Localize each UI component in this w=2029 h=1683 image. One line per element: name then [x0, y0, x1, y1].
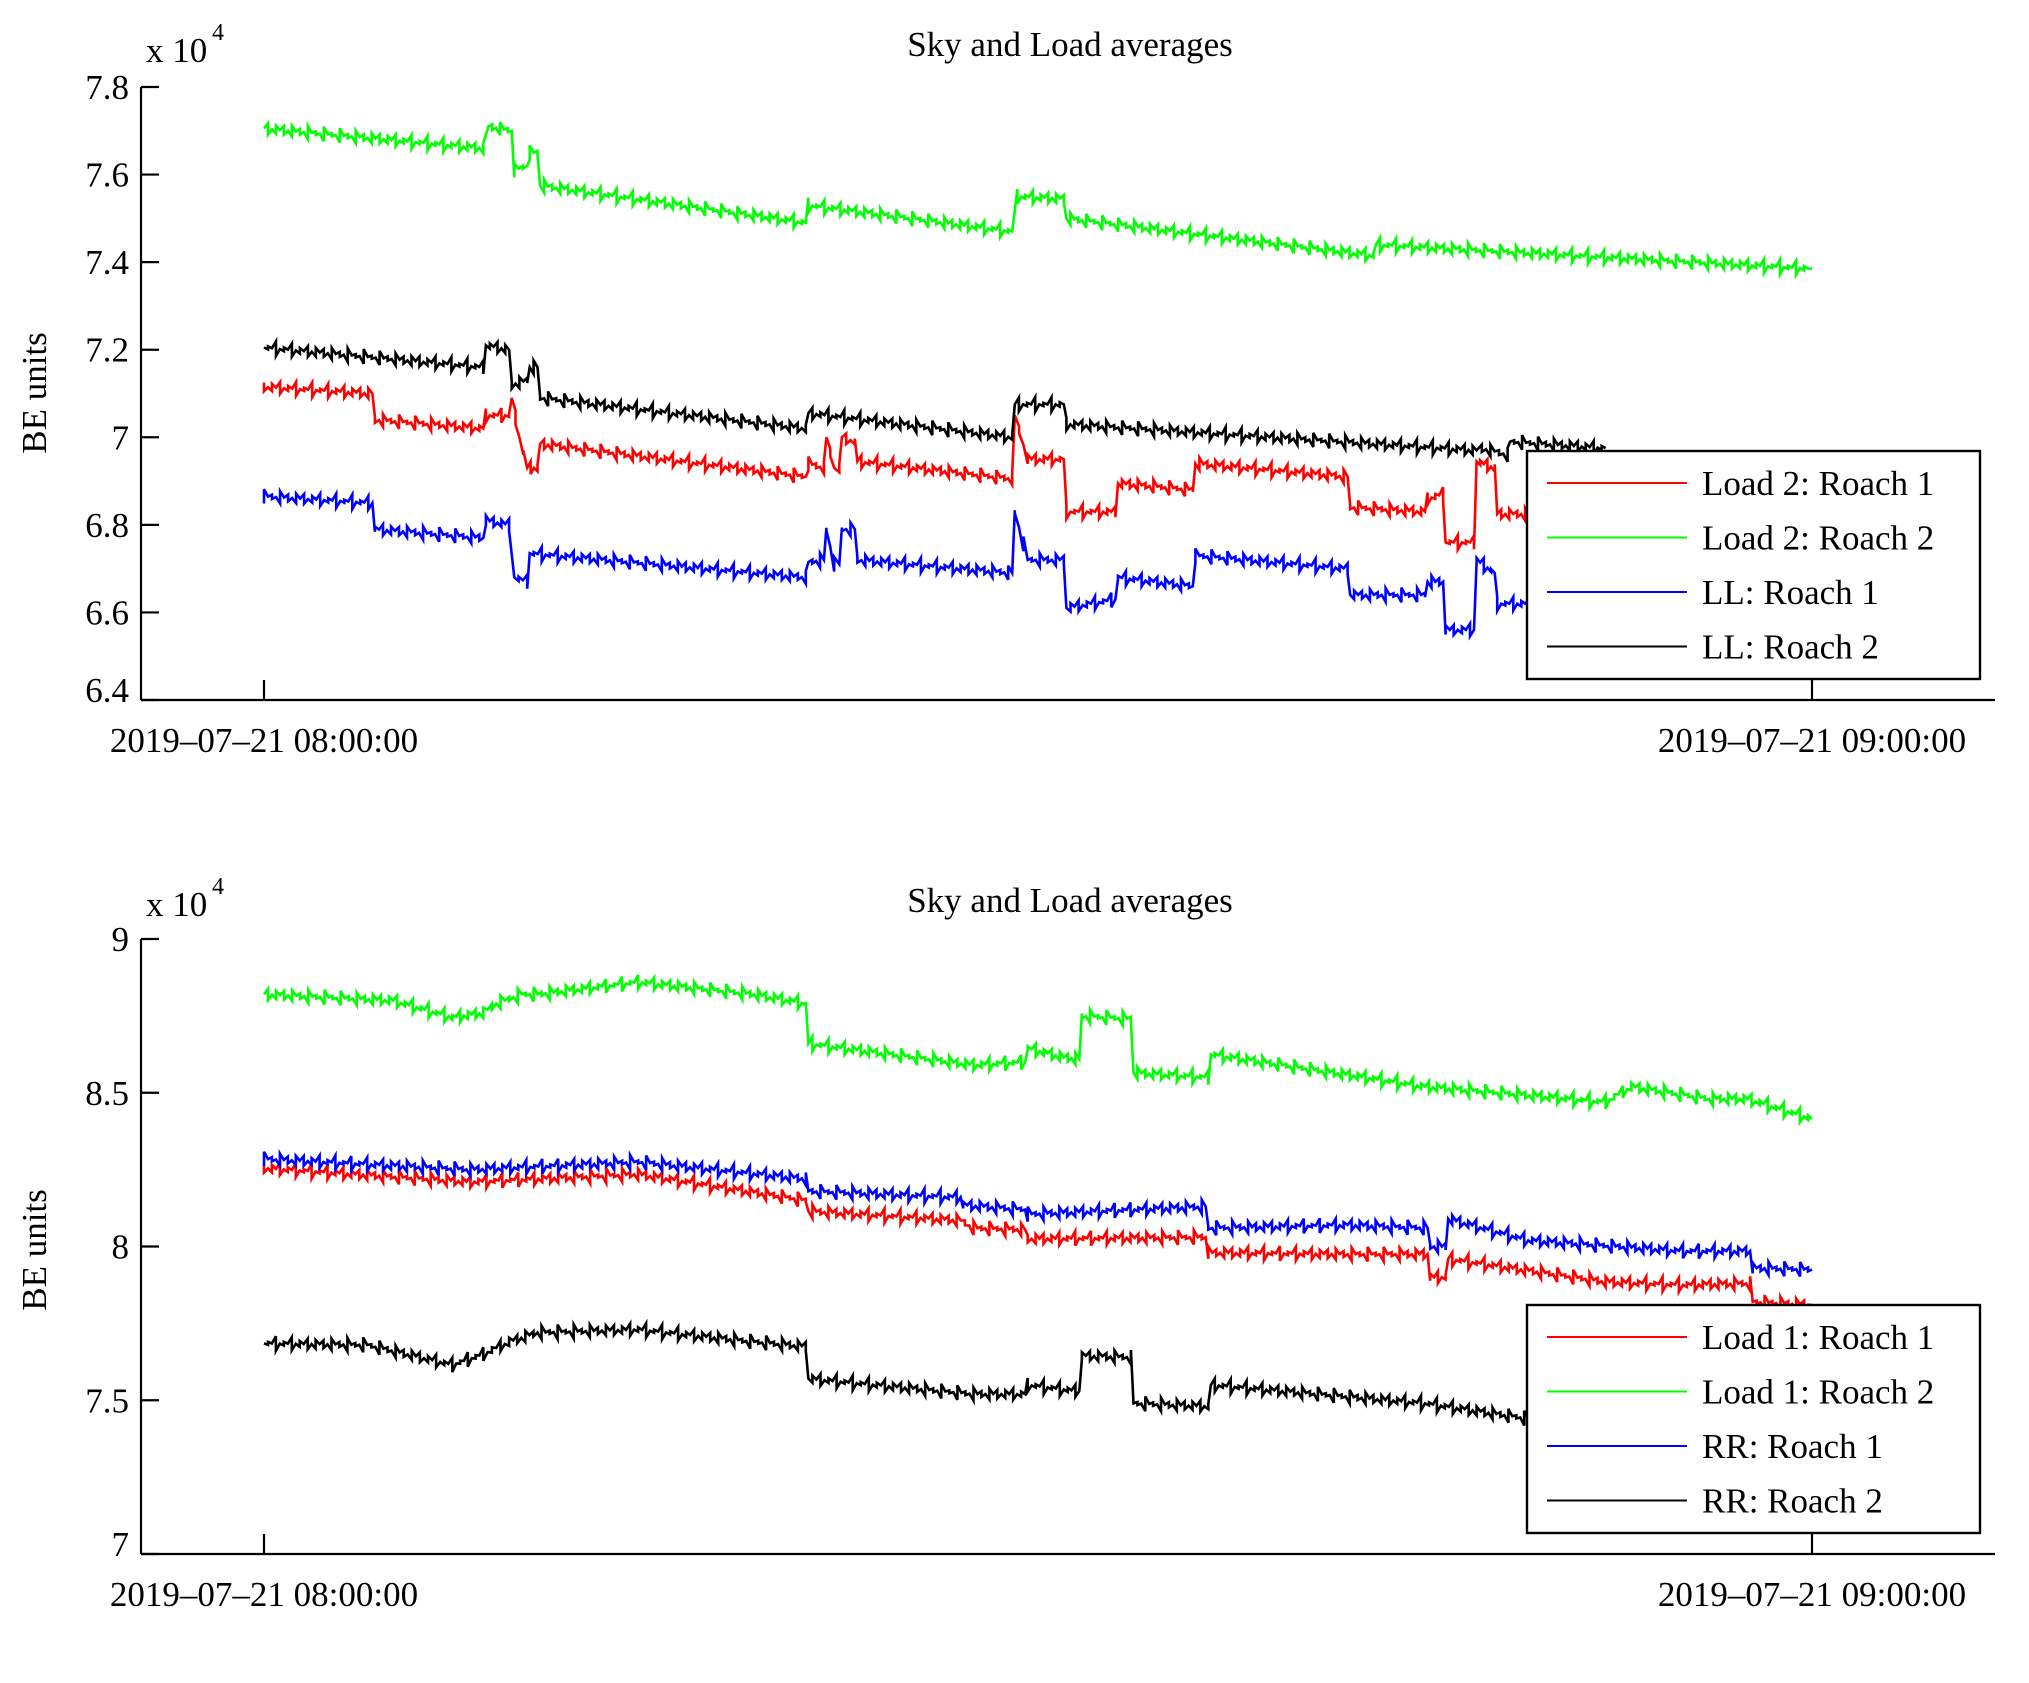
- top-plot-series-line-4: [263, 336, 1607, 463]
- bottom-plot-x-tick-label: 2019–07–21 09:00:00: [1658, 1575, 1966, 1614]
- bottom-plot-legend-label: Load 1: Roach 1: [1702, 1318, 1934, 1357]
- top-plot-y-tick-label: 7.4: [85, 243, 129, 282]
- top-plot-axes: [139, 87, 1995, 702]
- top-plot-legend: Load 2: Roach 1 Load 2: Roach 2 LL: Roach …: [1525, 449, 1982, 681]
- bottom-plot-y-tick-label: 8.5: [85, 1074, 129, 1113]
- top-plot-x-tick-label: 2019–07–21 08:00:00: [110, 721, 418, 760]
- bottom-plot: Sky and Load averages BE units x 10 4 77…: [15, 874, 1995, 1614]
- bottom-plot-series-line-4: [263, 1318, 1530, 1427]
- bottom-plot-legend: Load 1: Roach 1 Load 1: Roach 2 RR: Roach …: [1525, 1303, 1982, 1535]
- top-plot-legend-box: [1525, 449, 1982, 681]
- top-plot-ylabel: BE units: [15, 332, 54, 454]
- bottom-plot-series-line-2: [262, 973, 1813, 1127]
- bottom-plot-series: [262, 973, 1813, 1427]
- bottom-plot-x-tick-label: 2019–07–21 08:00:00: [110, 1575, 418, 1614]
- top-plot-legend-label: LL: Roach 2: [1702, 628, 1879, 667]
- bottom-plot-legend-item: RR: Roach 2: [1547, 1482, 1883, 1521]
- top-plot-legend-item: Load 2: Roach 2: [1547, 519, 1934, 558]
- top-plot-legend-label: LL: Roach 1: [1702, 573, 1879, 612]
- top-plot-y-tick-label: 6.6: [85, 593, 129, 632]
- top-plot-y-tick-label: 7: [112, 418, 130, 457]
- top-plot-y-tick-label: 7.6: [85, 156, 129, 195]
- top-plot-y-ticks: 6.4 6.6 6.8 7 7.2 7.4 7.6 7.8: [85, 68, 159, 710]
- top-plot-legend-item: Load 2: Roach 1: [1547, 464, 1934, 503]
- bottom-plot-y-multiplier-exponent: 4: [212, 874, 224, 900]
- bottom-plot-title: Sky and Load averages: [907, 881, 1233, 920]
- bottom-plot-legend-label: RR: Roach 1: [1702, 1427, 1883, 1466]
- bottom-plot-legend-item: RR: Roach 1: [1547, 1427, 1883, 1466]
- bottom-plot-y-tick-label: 9: [112, 920, 130, 959]
- bottom-plot-y-tick-label: 7: [112, 1525, 130, 1564]
- bottom-plot-legend-item: Load 1: Roach 1: [1547, 1318, 1934, 1357]
- top-plot-x-tick-label: 2019–07–21 09:00:00: [1658, 721, 1966, 760]
- bottom-plot-legend-label: RR: Roach 2: [1702, 1482, 1883, 1521]
- bottom-plot-y-ticks: 7 7.5 8 8.5 9: [85, 920, 159, 1564]
- top-plot-y-multiplier-base: x 10: [146, 31, 207, 70]
- top-plot-y-tick-label: 7.8: [85, 68, 129, 107]
- top-plot-legend-label: Load 2: Roach 1: [1702, 464, 1934, 503]
- top-plot-legend-label: Load 2: Roach 2: [1702, 519, 1934, 558]
- top-plot-y-multiplier-exponent: 4: [212, 20, 224, 46]
- bottom-plot-y-multiplier: x 10 4: [146, 874, 224, 924]
- bottom-plot-legend-box: [1525, 1303, 1982, 1535]
- top-plot-series-line-3: [262, 486, 1607, 641]
- top-plot-y-multiplier: x 10 4: [146, 20, 224, 70]
- bottom-plot-series-line-1: [262, 1158, 1813, 1315]
- bottom-plot-series-line-3: [262, 1148, 1813, 1280]
- top-plot-y-tick-label: 6.4: [85, 671, 129, 710]
- top-plot-x-ticks: 2019–07–21 08:00:00 2019–07–21 09:00:00: [110, 680, 1966, 760]
- top-plot-series-line-2: [262, 119, 1813, 280]
- top-plot-y-tick-label: 7.2: [85, 331, 129, 370]
- bottom-plot-y-tick-label: 8: [112, 1228, 130, 1267]
- bottom-plot-legend-item: Load 1: Roach 2: [1547, 1373, 1934, 1412]
- bottom-plot-ylabel: BE units: [15, 1189, 54, 1311]
- top-plot-y-tick-label: 6.8: [85, 506, 129, 545]
- bottom-plot-legend-label: Load 1: Roach 2: [1702, 1373, 1934, 1412]
- top-plot-legend-item: LL: Roach 2: [1547, 628, 1879, 667]
- bottom-plot-x-ticks: 2019–07–21 08:00:00 2019–07–21 09:00:00: [110, 1534, 1966, 1614]
- bottom-plot-y-tick-label: 7.5: [85, 1381, 129, 1420]
- top-plot: Sky and Load averages BE units x 10 4 6.…: [15, 20, 1995, 760]
- bottom-plot-y-multiplier-base: x 10: [146, 885, 207, 924]
- top-plot-legend-item: LL: Roach 1: [1547, 573, 1879, 612]
- top-plot-title: Sky and Load averages: [907, 25, 1233, 64]
